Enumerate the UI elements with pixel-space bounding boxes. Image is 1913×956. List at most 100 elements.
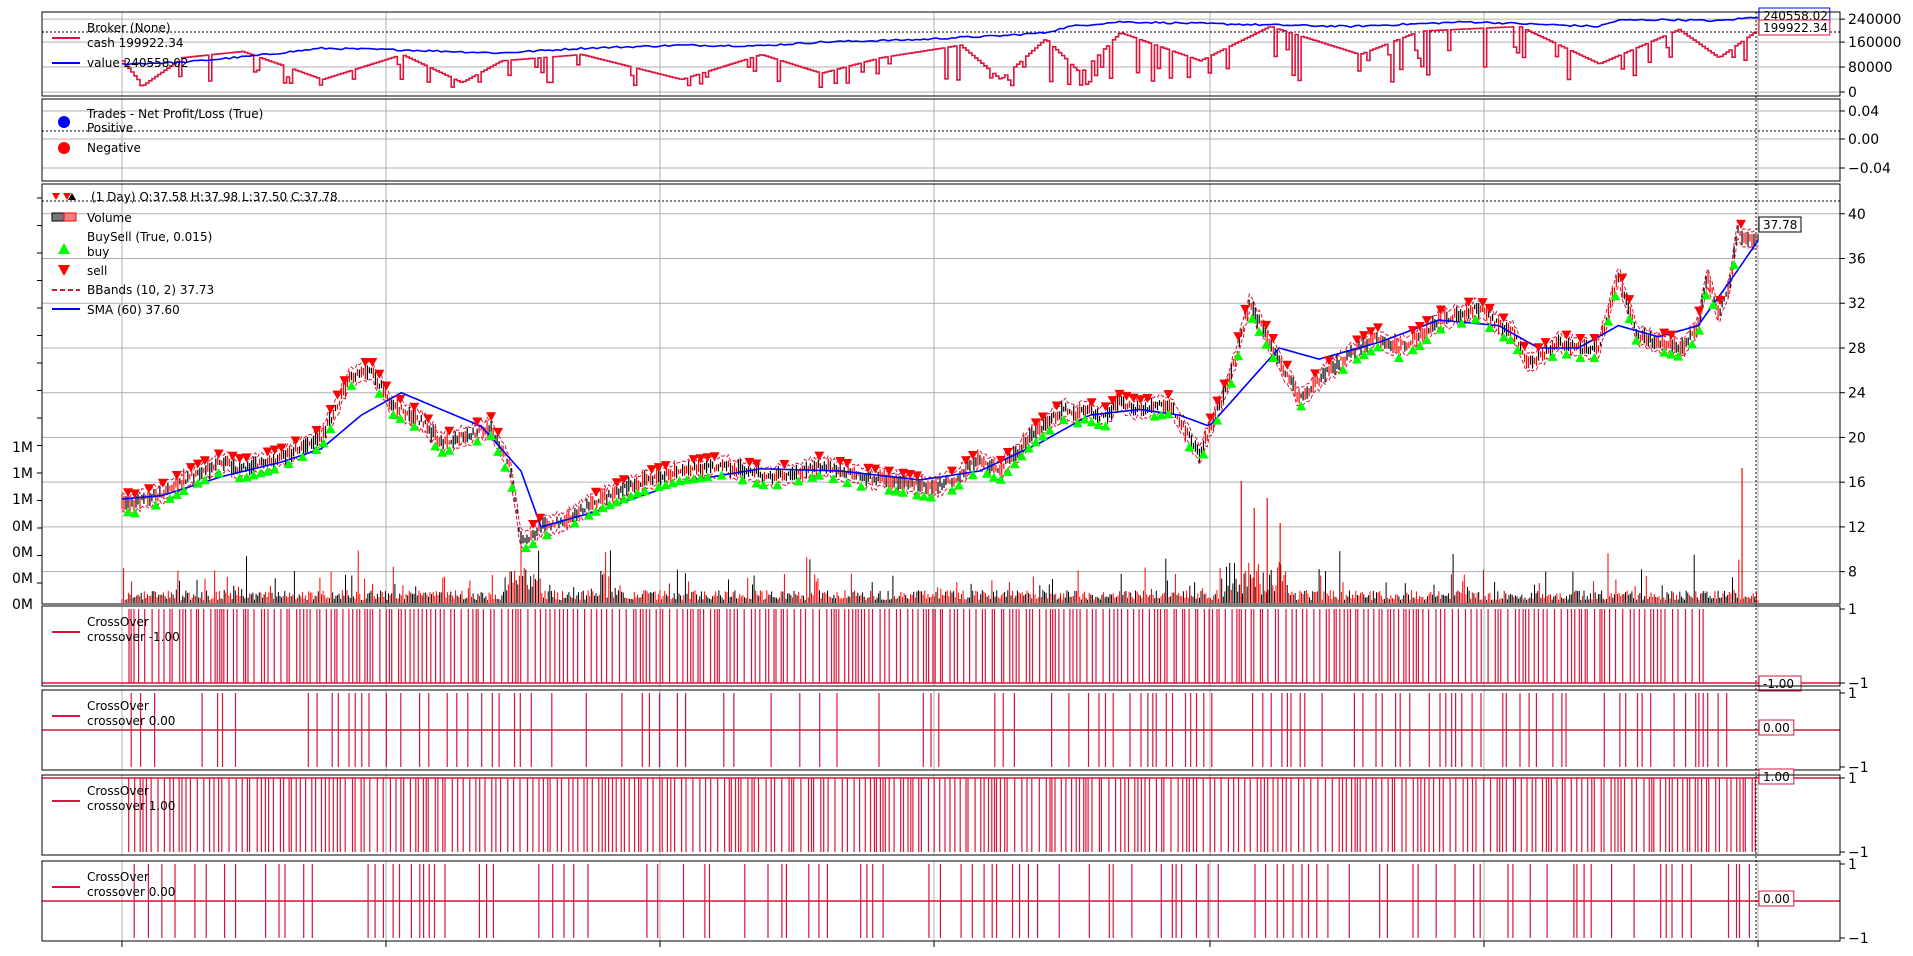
- buy-marker: [597, 503, 608, 513]
- crossover-1-last-tag: -1.00: [1763, 677, 1794, 691]
- crossover-4-spikes: [133, 864, 1751, 938]
- sell-marker: [814, 451, 825, 461]
- buy-marker: [688, 474, 699, 484]
- buy-marker: [772, 480, 783, 490]
- sell-marker: [702, 453, 713, 463]
- volume-bars: [121, 468, 1759, 603]
- sell-marker: [646, 465, 657, 475]
- price-ytick-8-label: 8: [1848, 565, 1857, 581]
- legend-ohlc-icon: [68, 193, 76, 200]
- sell-marker: [946, 466, 957, 476]
- buysell-markers: [122, 219, 1747, 553]
- sell-marker: [423, 414, 434, 424]
- sell-marker: [1107, 396, 1118, 406]
- crossover-2-ytick-1-label: −1: [1848, 760, 1869, 776]
- buy-marker: [758, 480, 769, 490]
- crossover-3-last-tag-box: [1758, 768, 1795, 785]
- price-ytick-1-label: 36: [1848, 252, 1866, 268]
- buy-marker: [1484, 323, 1495, 333]
- sell-marker: [1163, 390, 1174, 400]
- sell-marker: [1205, 413, 1216, 423]
- broker-panel: 240000 160000 80000 0 Broker (None)cash 1999…: [42, 7, 1901, 101]
- legend-sell-icon-small: [52, 193, 60, 200]
- sell-marker: [395, 394, 406, 404]
- sell-marker: [1575, 333, 1586, 343]
- sma-line: [121, 240, 1759, 528]
- buy-marker: [1603, 316, 1614, 326]
- sell-marker: [1310, 369, 1321, 379]
- buy-marker: [493, 446, 504, 456]
- volume-legend-icon: [63, 212, 77, 222]
- buy-marker: [1407, 345, 1418, 355]
- sell-marker: [234, 454, 245, 464]
- buy-marker: [1610, 291, 1621, 301]
- sell-marker: [1519, 341, 1530, 351]
- sell-marker: [1477, 298, 1488, 308]
- buy-marker: [472, 436, 483, 446]
- buy-marker: [632, 488, 643, 498]
- buy-marker: [199, 475, 210, 485]
- sell-marker: [1212, 396, 1223, 406]
- crossover-4-frame: [41, 860, 1841, 942]
- sell-marker: [618, 475, 629, 485]
- crossover-4-legend-title: CrossOver: [87, 870, 149, 884]
- buy-marker: [1666, 349, 1677, 359]
- sell-marker: [290, 436, 301, 446]
- trades-panel: 0.04 0.00 −0.04 Trades - Net Profit/Loss (T…: [42, 104, 1891, 177]
- buy-marker: [891, 486, 902, 496]
- crossover-3-frame: [41, 774, 1841, 856]
- sell-marker: [1233, 332, 1244, 342]
- buy-marker: [1184, 442, 1195, 452]
- volume-ytick-1: 1M: [12, 466, 33, 482]
- buy-marker: [1002, 467, 1013, 477]
- buy-marker: [1156, 410, 1167, 420]
- sell-marker: [1030, 418, 1041, 428]
- broker-ytick-0-label: 240000: [1848, 12, 1901, 28]
- buy-marker: [346, 380, 357, 390]
- buy-marker: [1261, 339, 1272, 349]
- sell-marker: [374, 369, 385, 379]
- buy-marker: [1247, 313, 1258, 323]
- buy-marker: [1163, 409, 1174, 419]
- sell-marker: [1463, 297, 1474, 307]
- buy-marker: [1351, 354, 1362, 364]
- crossover-1-legend-value: crossover -1.00: [87, 630, 180, 644]
- trades-ytick-0-label: 0.04: [1848, 104, 1879, 120]
- crossover-1-ytick-1-label: −1: [1848, 676, 1869, 692]
- price-ytick-0-label: 40: [1848, 207, 1866, 223]
- buy-marker: [1421, 335, 1432, 345]
- sell-marker: [1666, 330, 1677, 340]
- trades-ytick-2-label: −0.04: [1848, 161, 1891, 177]
- buy-marker: [604, 500, 615, 510]
- crossover-2-spikes: [130, 693, 1728, 767]
- sell-marker: [1624, 295, 1635, 305]
- sell-marker: [1715, 295, 1726, 305]
- price-ytick-5-label: 20: [1848, 430, 1866, 446]
- buy-marker: [178, 486, 189, 496]
- sell-marker: [1414, 321, 1425, 331]
- buy-marker: [618, 494, 629, 504]
- buy-marker: [521, 543, 532, 553]
- crossover-2-legend-title: CrossOver: [87, 699, 149, 713]
- buy-marker: [1561, 349, 1572, 359]
- price-legend-title: (1 Day) O:37.58 H:37.98 L:37.50 C:37.78: [91, 190, 338, 204]
- buy-marker: [1358, 350, 1369, 360]
- broker-value-line: [121, 16, 1759, 66]
- legend-buysell: BuySell (True, 0.015): [87, 230, 212, 244]
- buy-marker: [1058, 415, 1069, 425]
- crossover-3-legend-value: crossover 1.00: [87, 799, 175, 813]
- buy-marker: [269, 464, 280, 474]
- bbands-lower-line: [121, 236, 1759, 550]
- sell-marker: [863, 463, 874, 473]
- buy-marker: [1589, 352, 1600, 362]
- buy-marker: [1701, 290, 1712, 300]
- trades-legend-negative: Negative: [87, 141, 141, 155]
- trades-positive-marker: [58, 116, 70, 128]
- trades-legend-positive: Positive: [87, 121, 133, 135]
- buy-marker: [1030, 437, 1041, 447]
- sell-marker: [1736, 219, 1747, 229]
- sell-marker: [898, 468, 909, 478]
- buy-marker: [842, 477, 853, 487]
- buy-marker: [444, 445, 455, 455]
